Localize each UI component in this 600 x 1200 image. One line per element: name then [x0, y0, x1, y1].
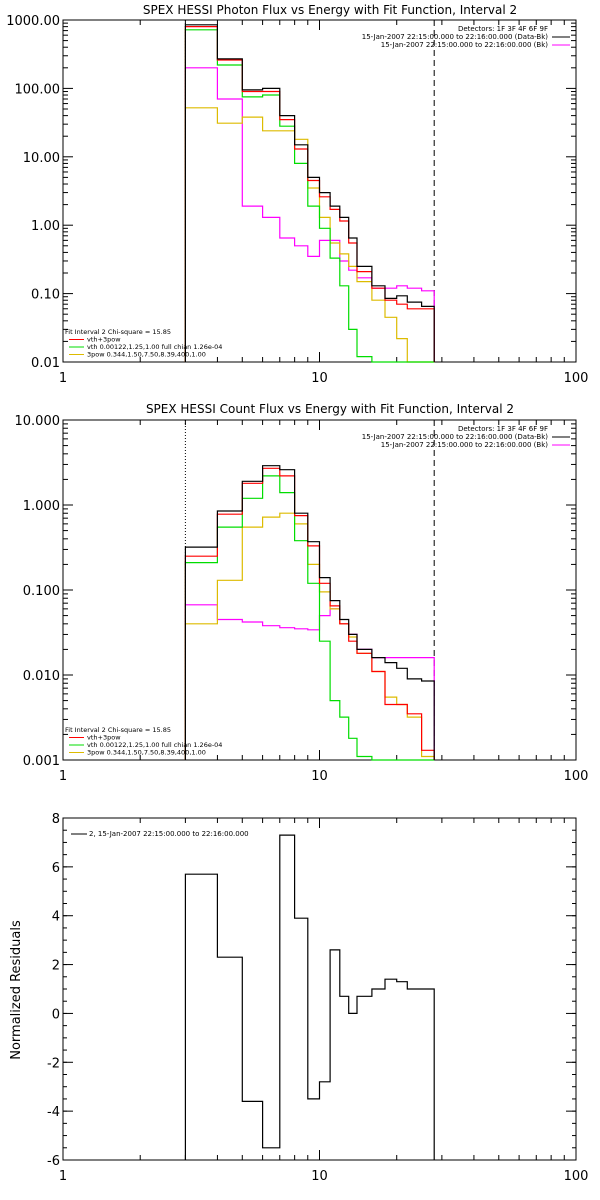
residuals-x-tick-label: 10 — [311, 1169, 328, 1184]
photon-flux-legend-left: Fit Interval 2 Chi-square = 15.85vth+3po… — [65, 328, 222, 359]
count-flux-series-3pow — [184, 512, 435, 760]
photon-flux-legend-left-entry: Fit Interval 2 Chi-square = 15.85 — [65, 328, 171, 336]
count-flux-legend-left-entry: Fit Interval 2 Chi-square = 15.85 — [65, 726, 171, 734]
photon-flux-series — [184, 20, 435, 363]
photon-flux-legend-right-entry: 15-Jan-2007 22:15:00.000 to 22:16:00.000… — [362, 33, 549, 41]
count-flux-y-tick-label: 0.100 — [23, 584, 60, 599]
count-flux-axes: 1 10 100 0.001 0.010 0.100 1.000 10.000 — [15, 414, 589, 784]
residuals-y-tick-label: -2 — [47, 1056, 60, 1071]
photon-flux-series-data — [184, 24, 435, 362]
residuals-series-2-15-jan-2007-22-15- — [184, 834, 435, 1160]
photon-flux-x-tick-label: 100 — [564, 371, 589, 386]
photon-flux-legend-right-entry: 15-Jan-2007 22:15:00.000 to 22:16:00.000… — [381, 41, 549, 49]
count-flux-series-background — [184, 604, 435, 760]
count-flux-legend-right-entry: Detectors: 1F 3F 4F 6F 9F — [458, 425, 548, 433]
photon-flux-legend-right-entry: Detectors: 1F 3F 4F 6F 9F — [458, 25, 548, 33]
photon-flux-legend-left-entry: 3pow 0.344,1.50,7.50,8.39,400,1.00 — [87, 351, 206, 359]
count-flux-legend-right-entry: 15-Jan-2007 22:15:00.000 to 22:16:00.000… — [362, 433, 549, 441]
count-flux-legend-left-entry: vth 0.00122,1.25,1.00 full chian 1.26e-0… — [87, 741, 222, 749]
residuals-y-tick-label: 8 — [52, 812, 60, 827]
photon-flux-title: SPEX HESSI Photon Flux vs Energy with Fi… — [143, 3, 517, 17]
residuals-panel: Normalized Residuals 1 10 100 -6 -4 -2 0 2 4 6 8 2… — [9, 812, 588, 1184]
residuals-x-tick-label: 100 — [564, 1169, 589, 1184]
photon-flux-series-vth — [184, 29, 435, 363]
count-flux-legend-right-entry: 15-Jan-2007 22:15:00.000 to 22:16:00.000… — [381, 441, 549, 449]
residuals-y-tick-label: 6 — [52, 861, 60, 876]
photon-flux-y-tick-label: 1.00 — [31, 219, 60, 234]
residuals-y-tick-label: -6 — [47, 1154, 60, 1169]
photon-flux-panel: SPEX HESSI Photon Flux vs Energy with Fi… — [6, 3, 588, 386]
photon-flux-series-vth-3pow — [184, 26, 435, 362]
photon-flux-y-tick-label: 10.00 — [23, 151, 60, 166]
photon-flux-axes: 1 10 100 0.01 0.10 1.00 10.00 100.00 1000.00 — [6, 14, 588, 386]
count-flux-panel: SPEX HESSI Count Flux vs Energy with Fit… — [15, 402, 589, 784]
count-flux-series-vth-3pow — [184, 467, 435, 760]
count-flux-legend-left-entry: 3pow 0.344,1.50,7.50,8.39,400,1.00 — [87, 749, 206, 757]
residuals-legend: 2, 15-Jan-2007 22:15:00.000 to 22:16:00.… — [71, 830, 249, 838]
photon-flux-legend-left-entry: vth+3pow — [87, 336, 121, 344]
count-flux-title: SPEX HESSI Count Flux vs Energy with Fit… — [146, 402, 514, 416]
photon-flux-y-tick-label: 0.01 — [31, 356, 60, 371]
photon-flux-x-tick-label: 10 — [311, 371, 328, 386]
photon-flux-series-3pow — [184, 107, 435, 363]
residuals-y-tick-label: 4 — [52, 910, 60, 925]
residuals-plot-frame — [62, 817, 577, 1161]
photon-flux-x-tick-label: 1 — [59, 371, 67, 386]
residuals-series — [184, 834, 435, 1160]
count-flux-legend-left-entry: vth+3pow — [87, 734, 121, 742]
residuals-y-tick-label: 0 — [52, 1007, 60, 1022]
count-flux-series-data — [184, 465, 435, 760]
residuals-y-tick-label: -4 — [47, 1105, 60, 1120]
photon-flux-series-background — [184, 67, 435, 362]
count-flux-x-tick-label: 100 — [564, 769, 589, 784]
residuals-legend-entry: 2, 15-Jan-2007 22:15:00.000 to 22:16:00.… — [89, 830, 249, 838]
count-flux-legend-left: Fit Interval 2 Chi-square = 15.85vth+3po… — [65, 726, 222, 757]
photon-flux-y-tick-label: 0.10 — [31, 288, 60, 303]
photon-flux-y-tick-label: 100.00 — [15, 82, 61, 97]
count-flux-x-tick-label: 1 — [59, 769, 67, 784]
photon-flux-y-tick-label: 1000.00 — [6, 14, 60, 29]
count-flux-y-tick-label: 1.000 — [23, 499, 60, 514]
count-flux-series-vth — [184, 475, 435, 761]
count-flux-series — [184, 420, 435, 761]
residuals-y-axis-label: Normalized Residuals — [9, 920, 24, 1060]
residuals-axes: 1 10 100 -6 -4 -2 0 2 4 6 8 — [47, 812, 588, 1184]
residuals-x-tick-label: 1 — [59, 1169, 67, 1184]
count-flux-x-tick-label: 10 — [311, 769, 328, 784]
count-flux-y-tick-label: 10.000 — [15, 414, 61, 429]
photon-flux-legend-left-entry: vth 0.00122,1.25,1.00 full chian 1.26e-0… — [87, 343, 222, 351]
count-flux-y-tick-label: 0.001 — [23, 754, 60, 769]
count-flux-y-tick-label: 0.010 — [23, 669, 60, 684]
residuals-y-tick-label: 2 — [52, 959, 60, 974]
